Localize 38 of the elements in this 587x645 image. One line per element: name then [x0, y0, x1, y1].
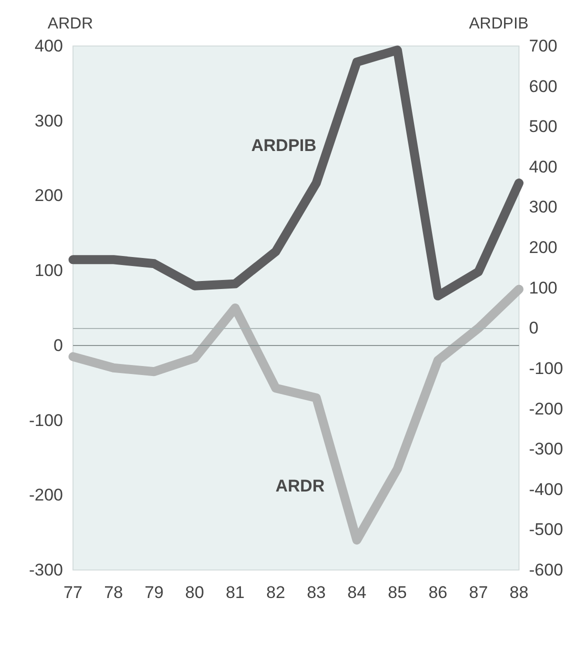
y2-tick-label: 700 — [529, 36, 558, 56]
y2-tick-label: 300 — [529, 198, 558, 217]
x-tick-label: 82 — [266, 583, 286, 602]
y-axis-title: ARDR — [48, 16, 93, 32]
y2-tick-label: 500 — [529, 117, 558, 136]
y2-tick-label: 0 — [529, 318, 538, 338]
y2-tick-label: -300 — [529, 440, 564, 459]
x-tick-label: 86 — [428, 583, 448, 602]
x-tick-label: 83 — [306, 583, 326, 602]
y-tick-label: -100 — [28, 410, 63, 430]
y2-tick-label: 600 — [529, 76, 558, 96]
y2-tick-label: 100 — [529, 278, 558, 298]
y-tick-label: 400 — [34, 36, 63, 56]
x-tick-label: 77 — [64, 583, 82, 602]
y2-axis-title: ARDPIB — [469, 16, 529, 32]
y2-tick-label: -600 — [529, 560, 564, 580]
y2-tick-label: -400 — [529, 480, 564, 499]
y-tick-label: 200 — [34, 186, 63, 206]
y-tick-label: 100 — [34, 261, 63, 280]
x-tick-label: 78 — [104, 583, 124, 602]
x-tick-label: 87 — [468, 583, 488, 602]
x-tick-label: 80 — [185, 583, 204, 602]
y2-tick-label: -500 — [529, 520, 564, 540]
x-tick-label: 79 — [144, 583, 164, 602]
y-tick-label: -200 — [28, 486, 63, 505]
y2-tick-label: 200 — [529, 238, 558, 258]
y-tick-label: 0 — [54, 336, 63, 355]
x-tick-label: 81 — [226, 583, 245, 602]
x-tick-label: 84 — [347, 583, 366, 602]
y-tick-label: -300 — [28, 560, 63, 580]
series-label: ARDPIB — [251, 136, 316, 156]
y2-tick-label: -200 — [529, 399, 564, 418]
series-label: ARDR — [276, 476, 325, 496]
y2-tick-label: 400 — [529, 157, 558, 176]
x-tick-label: 88 — [510, 583, 528, 602]
x-tick-label: 85 — [388, 583, 407, 602]
y2-tick-label: -100 — [529, 358, 564, 378]
y-tick-label: 300 — [34, 111, 63, 130]
